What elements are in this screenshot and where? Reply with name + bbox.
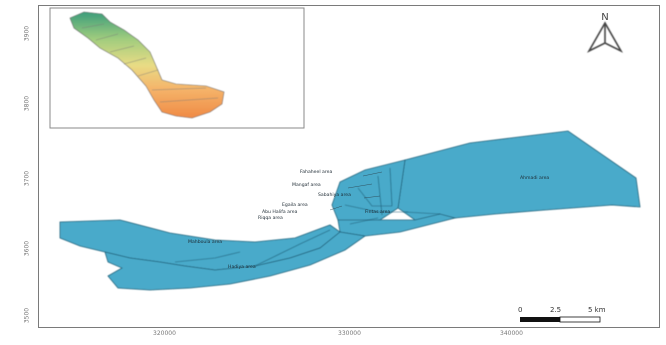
region-east[interactable] [397, 130, 641, 221]
feature-label: Hadiya area [228, 265, 256, 270]
x-axis-label: 330000 [338, 330, 361, 337]
scale-zero: 0 [518, 306, 523, 314]
x-axis-label: 340000 [500, 330, 523, 337]
y-axis-label: 3700 [23, 170, 31, 187]
svg-text:N: N [601, 12, 608, 23]
scale-bar [520, 316, 601, 323]
y-axis-label: 3800 [23, 95, 31, 112]
feature-label: Sabahiya area [318, 193, 351, 198]
feature-label: Riqqa area [258, 216, 283, 221]
scale-end: 5 km [588, 306, 606, 314]
inset-map-shape[interactable] [69, 11, 225, 119]
x-axis-label: 320000 [153, 330, 176, 337]
feature-label: Egaila area [282, 203, 308, 208]
region-south[interactable] [104, 231, 367, 291]
feature-label: Mangaf area [292, 183, 321, 188]
feature-label: Mahboula area [188, 240, 223, 245]
y-axis-label: 3500 [23, 307, 31, 324]
feature-label: Ahmadi area [520, 176, 550, 181]
north-arrow-icon: N [586, 12, 624, 53]
feature-label: Abu Halifa area [262, 210, 298, 215]
feature-label: Fintas area [365, 210, 391, 215]
feature-label: Fahaheel area [300, 170, 333, 175]
scale-mid: 2.5 [550, 306, 562, 314]
y-axis-label: 3900 [23, 25, 31, 42]
y-axis-label: 3600 [23, 240, 31, 257]
